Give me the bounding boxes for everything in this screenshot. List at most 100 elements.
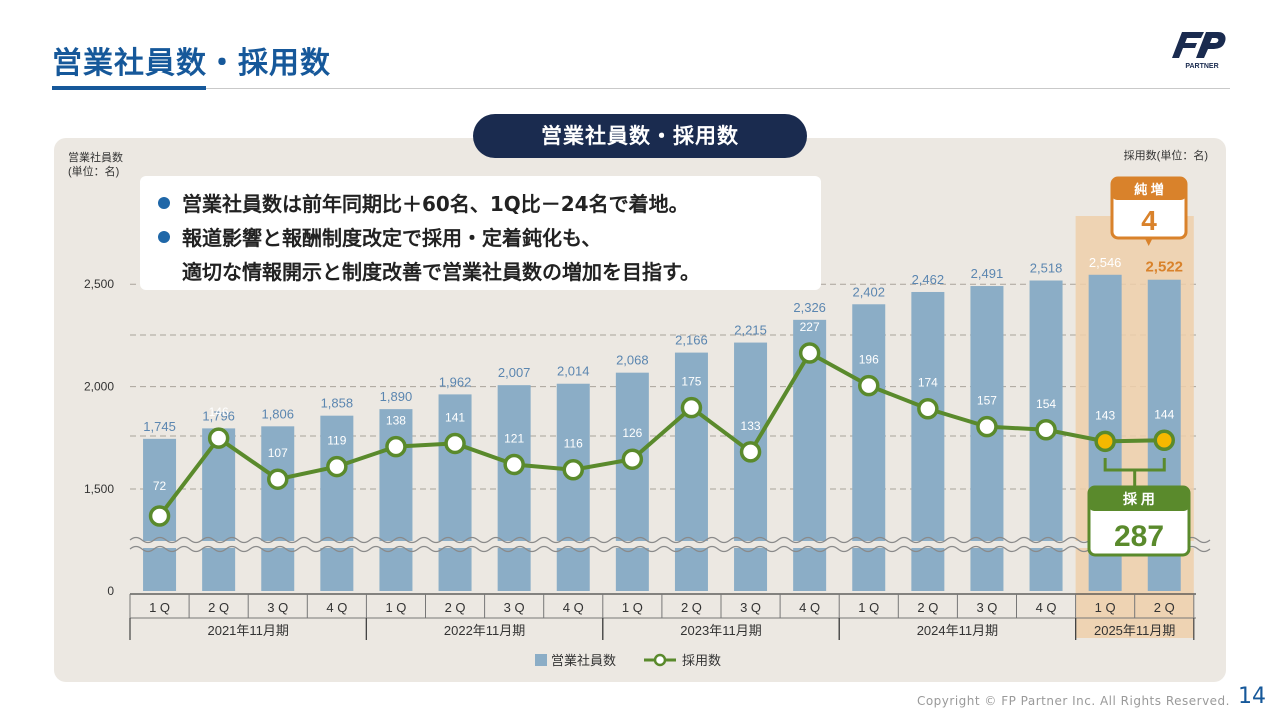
hires-marker: [739, 441, 762, 463]
hires-value-label: 119: [327, 434, 346, 448]
x-tick-label: 4 Q: [1036, 600, 1057, 615]
hires-marker: [562, 458, 584, 481]
hires-marker: [1035, 419, 1057, 441]
y-tick-label: 1,500: [84, 482, 114, 496]
hires-value-label: 146: [209, 405, 229, 419]
x-tick-label: 4 Q: [563, 600, 584, 615]
bar-value-label: 2,522: [1145, 259, 1183, 276]
x-tick-label: 3 Q: [976, 600, 997, 615]
y-tick-label: 2,000: [84, 380, 114, 394]
hires-marker: [976, 415, 998, 438]
axis-break-line: [129, 536, 1211, 544]
legend-line-marker: [653, 653, 667, 667]
x-tick-label: 4 Q: [326, 600, 347, 615]
bar-value-label: 1,890: [380, 389, 413, 404]
note-item: 適切な情報開示と制度改善で営業社員数の増加を目指す。: [182, 256, 700, 285]
legend-bar-swatch: [535, 654, 547, 666]
bullet-icon: [158, 197, 170, 209]
net-increase-header: [1112, 178, 1186, 200]
fiscal-year-label: 2023年11月期: [680, 623, 761, 638]
hires-marker: [680, 396, 703, 419]
hires-value-label: 143: [1095, 408, 1115, 422]
note-text: 営業社員数は前年同期比＋60名、1Q比－24名で着地。: [182, 192, 689, 216]
x-tick-label: 1 Q: [1095, 600, 1116, 615]
x-tick-label: 2 Q: [917, 600, 938, 615]
x-tick-label: 3 Q: [740, 600, 761, 615]
x-tick-label: 2 Q: [1154, 600, 1175, 615]
legend-label: 営業社員数: [551, 653, 616, 668]
hires-marker: [503, 453, 525, 476]
note-text: 適切な情報開示と制度改善で営業社員数の増加を目指す。: [182, 260, 700, 284]
hires-bracket: [1103, 458, 1166, 486]
fp-partner-logo: PARTNER: [1172, 32, 1226, 70]
y-tick-label: 0: [107, 584, 114, 598]
bar-value-label: 2,068: [616, 353, 649, 368]
hires-value-label: 107: [268, 446, 288, 460]
hires-marker: [1094, 430, 1116, 453]
x-tick-label: 1 Q: [149, 600, 170, 615]
bar-value-label: 2,014: [557, 364, 590, 379]
summary-note-box: 営業社員数は前年同期比＋60名、1Q比－24名で着地。 報道影響と報酬制度改定で…: [140, 176, 821, 290]
y-tick-label: 2,500: [84, 277, 114, 291]
y-axis-label: 営業社員数: [68, 150, 123, 164]
bar: [556, 383, 590, 591]
bar-value-label: 2,326: [793, 300, 826, 315]
hires-marker: [917, 397, 939, 420]
bullet-icon: [158, 231, 170, 243]
x-tick-label: 1 Q: [858, 600, 879, 615]
bar-value-label: 1,962: [439, 374, 472, 389]
hires-total-label: 採 用: [1123, 491, 1155, 507]
bar: [615, 372, 649, 591]
bar: [970, 286, 1004, 591]
axis-break-line: [129, 545, 1211, 553]
bar-value-label: 1,806: [261, 406, 294, 421]
bar: [261, 426, 295, 591]
note-item: 営業社員数は前年同期比＋60名、1Q比－24名で着地。: [158, 188, 689, 217]
x-tick-label: 2 Q: [208, 600, 229, 615]
bar-value-label: 1,858: [321, 396, 354, 411]
hires-value-label: 144: [1154, 407, 1174, 421]
hires-marker: [385, 435, 407, 458]
legend-label: 採用数: [682, 653, 721, 668]
hires-marker: [621, 448, 644, 470]
bar: [734, 342, 768, 591]
bar: [497, 385, 531, 591]
hires-total-value: 287: [1114, 520, 1164, 553]
hires-value-label: 126: [622, 426, 642, 440]
hires-value-label: 175: [681, 375, 701, 389]
fiscal-year-label: 2025年11月期: [1094, 623, 1175, 638]
note-text: 報道影響と報酬制度改定で採用・定着鈍化も、: [182, 226, 602, 250]
hires-total-header: [1089, 487, 1189, 511]
bar-value-label: 2,518: [1030, 261, 1063, 276]
hires-marker: [858, 374, 880, 397]
bar-value-label: 1,745: [143, 419, 176, 434]
hires-value-label: 121: [504, 431, 524, 445]
fiscal-year-label: 2024年11月期: [917, 623, 998, 638]
x-tick-label: 1 Q: [622, 600, 643, 615]
hires-line: [157, 350, 1165, 518]
x-tick-label: 4 Q: [799, 600, 820, 615]
x-tick-label: 1 Q: [385, 600, 406, 615]
hires-marker: [267, 468, 289, 490]
hires-marker: [798, 342, 821, 364]
hires-value-label: 116: [564, 437, 583, 451]
hires-value-label: 72: [153, 479, 167, 493]
copyright: Copyright © FP Partner Inc. All Rights R…: [916, 694, 1230, 708]
bar-value-label: 2,462: [912, 272, 945, 287]
y-axis-label: (単位：名): [68, 164, 119, 178]
title-accent-bar: [52, 86, 206, 90]
bar-value-label: 2,546: [1089, 255, 1122, 270]
bar-value-label: 1,796: [202, 408, 235, 423]
hires-marker: [1153, 429, 1175, 452]
page-number: 14: [1238, 684, 1266, 709]
chart-title-pill: 営業社員数・採用数: [473, 114, 807, 158]
bar-value-label: 2,166: [675, 333, 708, 348]
x-tick-label: 2 Q: [681, 600, 702, 615]
hires-value-label: 174: [918, 376, 938, 390]
bar: [320, 415, 354, 591]
hires-marker: [148, 505, 171, 527]
x-tick-label: 2 Q: [445, 600, 466, 615]
hires-marker: [444, 432, 466, 455]
bar-value-label: 2,007: [498, 365, 531, 380]
